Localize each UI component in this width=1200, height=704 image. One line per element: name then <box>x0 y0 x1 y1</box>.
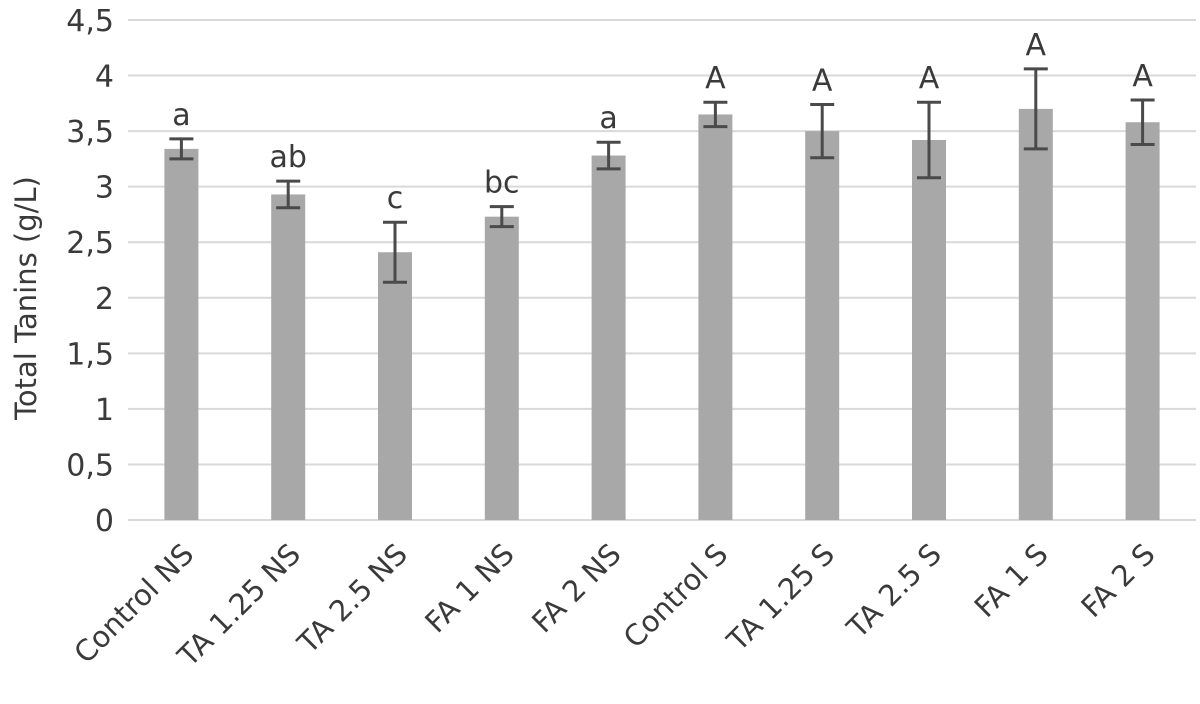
y-tick-label: 3,5 <box>66 115 114 150</box>
x-category-label: FA 2 NS <box>525 537 627 639</box>
error-bar <box>1130 98 1155 146</box>
significance-letter: A <box>1026 28 1047 63</box>
significance-letter: c <box>387 181 404 216</box>
bar <box>164 148 199 520</box>
error-bar <box>383 220 407 284</box>
bar <box>271 194 306 520</box>
error-bar <box>596 140 621 171</box>
x-category-label: TA 2.5 NS <box>290 537 414 661</box>
significance-letter: a <box>599 101 617 136</box>
significance-letter: bc <box>484 166 520 201</box>
error-bar <box>703 100 728 129</box>
grid-lines <box>128 19 1196 521</box>
x-category-label: TA 1.25 S <box>720 537 841 658</box>
y-tick-label: 2,5 <box>66 226 114 261</box>
bars <box>164 108 1160 521</box>
x-category-label: TA 2.5 S <box>840 537 948 645</box>
y-axis-ticks: 0 0,5 1 1,5 2 2,5 3 3,5 4 4,5 <box>66 4 114 539</box>
bar <box>1018 108 1053 520</box>
error-bars <box>169 67 1155 284</box>
bar <box>378 252 412 520</box>
error-bar <box>489 205 514 229</box>
error-bar <box>276 179 301 210</box>
y-tick-label: 1 <box>95 393 114 428</box>
x-category-label: FA 2 S <box>1074 537 1161 624</box>
bar <box>484 216 519 520</box>
error-bar <box>1023 67 1048 151</box>
y-axis-title: Total Tanins (g/L) <box>9 176 43 421</box>
y-tick-label: 4 <box>95 60 114 95</box>
y-tick-label: 3 <box>95 171 114 206</box>
significance-letter: A <box>919 61 940 96</box>
x-category-label: Control S <box>617 537 735 655</box>
bar <box>591 155 626 521</box>
significance-letter: a <box>172 98 190 133</box>
significance-letter: A <box>705 61 726 96</box>
y-tick-label: 4,5 <box>66 4 114 39</box>
x-category-label: FA 1 S <box>968 537 1055 624</box>
bar <box>1125 122 1160 520</box>
significance-letter: A <box>1132 59 1153 94</box>
error-bar <box>917 100 941 180</box>
error-bar <box>169 137 194 161</box>
y-tick-label: 0 <box>95 504 114 539</box>
y-tick-label: 0,5 <box>66 448 114 483</box>
y-tick-label: 1,5 <box>66 337 114 372</box>
significance-letters: a ab c bc a A A A A A <box>172 28 1153 216</box>
bar <box>912 140 946 520</box>
x-category-label: FA 1 NS <box>418 537 520 639</box>
error-bar <box>810 102 835 160</box>
y-tick-label: 2 <box>95 282 114 317</box>
significance-letter: ab <box>269 140 306 175</box>
significance-letter: A <box>812 63 833 98</box>
bar <box>698 114 733 520</box>
bar <box>805 131 840 520</box>
